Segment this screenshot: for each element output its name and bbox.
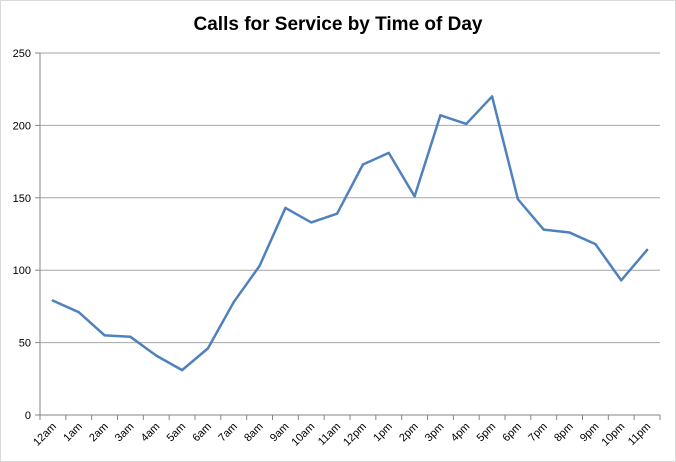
data-point: [310, 221, 313, 224]
data-series: [51, 95, 649, 372]
x-tick-label: 11am: [316, 421, 343, 448]
x-tick-label: 9am: [268, 421, 292, 445]
x-tick-label: 10am: [289, 421, 317, 449]
x-tick-label: 5am: [165, 421, 189, 445]
data-point: [542, 228, 545, 231]
x-axis-tick-labels: 12am 1am 2am 3am 4am 5am 6am 7am 8am 9am10am11am1…: [31, 421, 653, 449]
x-tick-label: 11pm: [626, 421, 653, 448]
data-point: [439, 114, 442, 117]
x-tick-label: 4am: [139, 421, 163, 445]
data-point: [361, 163, 365, 166]
data-point: [335, 212, 339, 215]
data-point: [413, 195, 416, 198]
y-tick-label: 50: [19, 338, 31, 350]
data-point: [516, 198, 520, 201]
data-point: [568, 231, 571, 234]
x-tick-label: 8pm: [552, 421, 576, 445]
data-point: [258, 264, 261, 268]
data-point: [206, 347, 210, 350]
x-tick-label: 2am: [87, 421, 111, 445]
data-point: [77, 310, 80, 314]
x-tick-label: 3pm: [423, 421, 447, 445]
series-line: [51, 95, 649, 372]
data-point: [620, 279, 623, 282]
data-point: [645, 248, 649, 252]
x-tick-label: 12pm: [341, 421, 369, 449]
data-point: [180, 368, 184, 372]
x-tick-label: 7am: [216, 421, 240, 445]
x-tick-label: 7pm: [526, 421, 550, 445]
data-point: [594, 242, 597, 246]
data-point: [284, 206, 287, 210]
x-tick-label: 10pm: [599, 421, 627, 449]
data-point: [51, 299, 55, 302]
x-tick-label: 6am: [190, 421, 214, 445]
data-point: [387, 151, 390, 155]
x-tick-label: 6pm: [500, 421, 524, 445]
data-point: [103, 334, 106, 337]
data-point: [232, 300, 235, 304]
x-tick-label: 4pm: [449, 421, 473, 445]
y-tick-label: 150: [13, 193, 31, 205]
data-point: [465, 122, 468, 126]
chart-title: Calls for Service by Time of Day: [193, 14, 483, 35]
x-tick-label: 3am: [113, 421, 137, 445]
y-tick-label: 250: [13, 48, 31, 60]
axes: [35, 52, 661, 420]
x-tick-label: 1am: [61, 421, 85, 445]
x-tick-label: 12am: [31, 421, 59, 449]
y-tick-label: 0: [25, 410, 31, 422]
x-tick-label: 1pm: [371, 421, 395, 445]
data-point: [490, 95, 494, 98]
x-tick-label: 9pm: [578, 421, 602, 445]
y-tick-label: 100: [13, 265, 31, 277]
x-tick-label: 2pm: [397, 421, 421, 445]
data-point: [129, 335, 132, 339]
gridlines: [40, 52, 660, 344]
data-point: [155, 354, 158, 357]
x-tick-label: 5pm: [475, 421, 499, 445]
y-tick-label: 200: [13, 120, 31, 132]
x-tick-label: 8am: [242, 421, 266, 445]
y-axis-tick-labels: 0 50 100 150 200 250: [13, 48, 31, 422]
